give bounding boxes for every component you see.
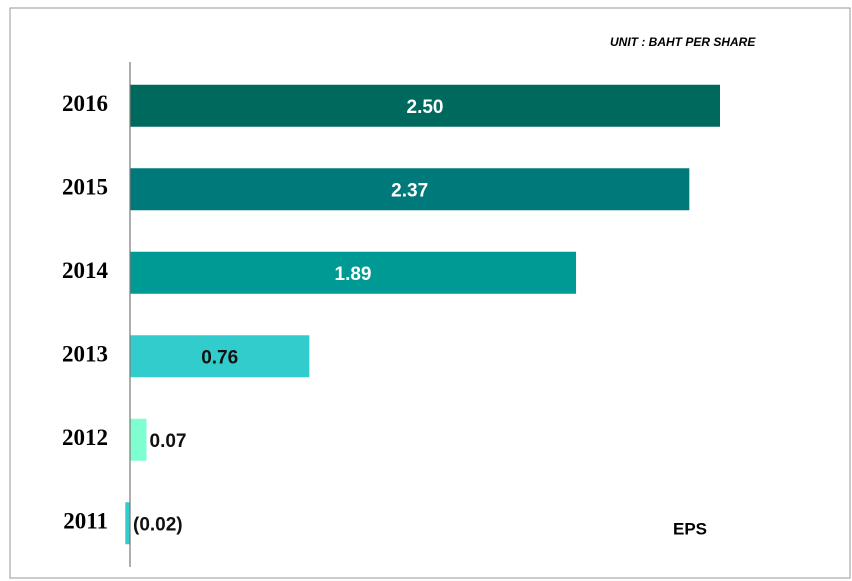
bar: [125, 502, 130, 545]
y-tick-label: 2016: [62, 91, 108, 116]
bar: [130, 84, 720, 127]
bar: [130, 335, 310, 378]
unit-note: UNIT : BAHT PER SHARE: [610, 35, 756, 49]
y-tick-label: 2011: [63, 509, 108, 534]
value-label: 2.37: [391, 180, 428, 201]
y-tick-label: 2015: [62, 175, 108, 200]
value-label: (0.02): [133, 514, 183, 535]
value-label: 0.07: [150, 431, 187, 452]
value-label: 2.50: [407, 97, 444, 118]
axis-label: EPS: [673, 519, 707, 538]
value-label: 0.76: [201, 347, 238, 368]
y-tick-label: 2013: [62, 342, 108, 367]
y-tick-label: 2012: [62, 425, 108, 450]
bar: [130, 251, 577, 294]
bar: [130, 168, 690, 211]
value-label: 1.89: [335, 264, 372, 285]
bar: [130, 418, 147, 461]
frame: [9, 7, 851, 579]
y-tick-label: 2014: [62, 258, 109, 283]
